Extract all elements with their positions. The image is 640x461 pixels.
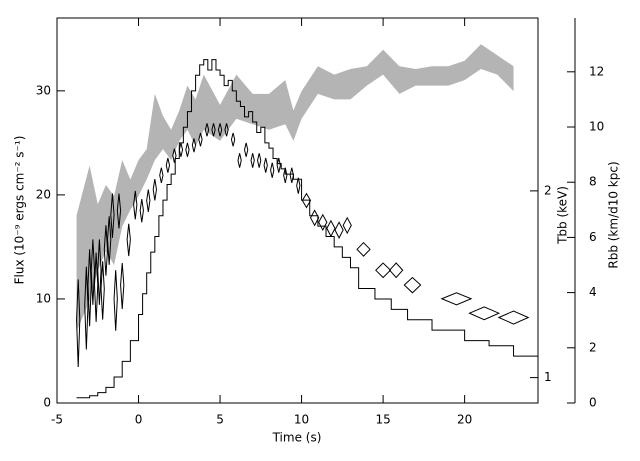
y-tick-label: 30 bbox=[36, 83, 51, 97]
temperature-diamond bbox=[270, 162, 275, 178]
temperature-diamond bbox=[204, 123, 210, 137]
x-tick-label: 10 bbox=[294, 413, 309, 427]
temperature-diamond bbox=[403, 276, 422, 294]
y-axis-label: Flux (10⁻⁹ ergs cm⁻² s⁻¹) bbox=[13, 136, 27, 285]
temperature-diamond bbox=[211, 123, 216, 137]
temperature-diamond bbox=[191, 138, 197, 153]
temperature-diamond bbox=[440, 292, 473, 306]
temperature-diamond bbox=[309, 209, 320, 227]
temperature-diamond bbox=[87, 249, 92, 327]
x-tick-label: 0 bbox=[135, 413, 143, 427]
y-tick-label: 10 bbox=[36, 291, 51, 305]
temperature-diamond bbox=[165, 157, 171, 173]
temperature-diamond bbox=[172, 148, 177, 163]
y-tick-label: 0 bbox=[43, 396, 51, 410]
temperature-diamond bbox=[198, 132, 203, 147]
temperature-diamond bbox=[375, 262, 392, 279]
temperature-diamond bbox=[90, 239, 96, 305]
y3-tick-label: 0 bbox=[589, 396, 597, 410]
x-tick-label: -5 bbox=[51, 413, 63, 427]
y3-tick-label: 8 bbox=[589, 175, 597, 189]
y2-axis-label: Tbb (keV) bbox=[556, 186, 570, 245]
temperature-diamond bbox=[126, 223, 131, 257]
y3-tick-label: 2 bbox=[589, 340, 597, 354]
temperature-diamond bbox=[224, 123, 229, 137]
temperature-diamond bbox=[497, 310, 530, 325]
temperature-diamond bbox=[120, 263, 125, 310]
temperature-diamond bbox=[178, 142, 184, 157]
temperature-diamond bbox=[103, 225, 109, 276]
temperature-diamond bbox=[468, 306, 501, 321]
temperature-diamond bbox=[283, 167, 288, 184]
temperature-diamond bbox=[84, 266, 89, 350]
temperature-diamond bbox=[152, 178, 157, 201]
temperature-diamond bbox=[243, 142, 249, 157]
temperature-diamond bbox=[230, 132, 236, 147]
temperature-diamond bbox=[301, 192, 312, 209]
temperature-diamond bbox=[159, 167, 164, 184]
temperature-diamond bbox=[276, 157, 281, 173]
temperature-diamond bbox=[263, 157, 268, 173]
temperature-diamond bbox=[116, 193, 122, 229]
temperature-diamond bbox=[133, 190, 138, 220]
temperature-diamond bbox=[94, 252, 99, 322]
temperature-diamond bbox=[250, 153, 255, 168]
temperature-diamond bbox=[217, 123, 223, 137]
temperature-diamond bbox=[107, 216, 112, 265]
y2-tick-label: 2 bbox=[544, 183, 552, 197]
temperature-diamond bbox=[326, 219, 336, 238]
temperature-diamond bbox=[76, 279, 81, 368]
temperature-diamond bbox=[110, 193, 115, 238]
temperature-diamond bbox=[100, 261, 105, 320]
temperature-diamond bbox=[289, 167, 294, 184]
x-axis-label: Time (s) bbox=[272, 431, 322, 445]
temperature-diamond bbox=[342, 216, 352, 235]
y3-tick-label: 10 bbox=[589, 120, 604, 134]
flux-step-line bbox=[76, 59, 538, 399]
temperature-diamond bbox=[356, 241, 371, 257]
radius-band bbox=[76, 44, 514, 332]
temperature-diamond bbox=[296, 177, 301, 194]
y3-tick-label: 6 bbox=[589, 230, 597, 244]
y3-tick-label: 12 bbox=[589, 64, 604, 78]
temperature-diamond bbox=[257, 153, 262, 168]
x-tick-label: 5 bbox=[216, 413, 224, 427]
temperature-diamond bbox=[334, 221, 344, 239]
temperature-diamond bbox=[388, 262, 404, 279]
temperature-diamond bbox=[237, 153, 242, 168]
temperature-diamond bbox=[318, 213, 328, 232]
x-tick-label: 20 bbox=[457, 413, 472, 427]
y3-tick-label: 4 bbox=[589, 285, 597, 299]
temperature-diamond bbox=[113, 270, 118, 331]
y2-tick-label: 1 bbox=[544, 370, 552, 384]
x-tick-label: 15 bbox=[375, 413, 390, 427]
temperature-diamond bbox=[97, 239, 102, 305]
temperature-diamond bbox=[185, 142, 190, 157]
temperature-diamond bbox=[139, 199, 144, 223]
y-tick-label: 20 bbox=[36, 187, 51, 201]
plot-frame bbox=[56, 17, 539, 404]
temperature-diamond bbox=[146, 189, 151, 212]
y3-axis-label: Rbb (km/d10 kpc) bbox=[607, 161, 621, 268]
